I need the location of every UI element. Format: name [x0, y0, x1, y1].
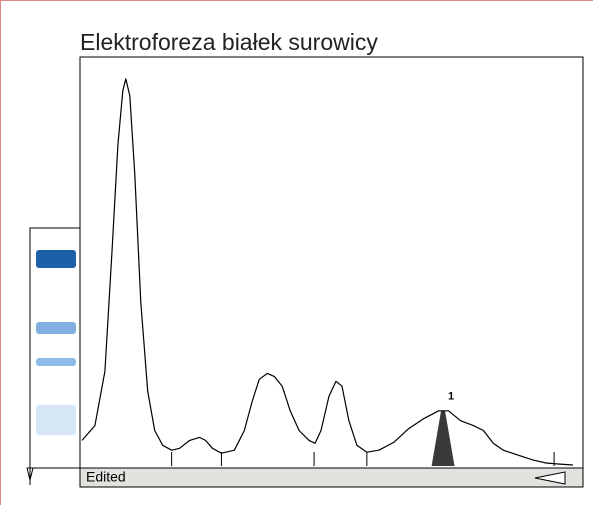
plot-area	[80, 57, 583, 468]
gel-band	[36, 322, 76, 334]
chart-title: Elektroforeza białek surowicy	[80, 29, 378, 55]
gel-band	[36, 358, 76, 366]
status-bar	[80, 468, 583, 487]
page: Elektroforeza białek surowicy Edited 1 (…	[0, 0, 593, 505]
status-text: Edited	[86, 469, 126, 485]
peak-label: 1	[448, 391, 454, 403]
chart: Elektroforeza białek surowicy Edited 1	[0, 0, 593, 505]
gel-band	[36, 250, 76, 268]
gel-band	[36, 405, 76, 435]
